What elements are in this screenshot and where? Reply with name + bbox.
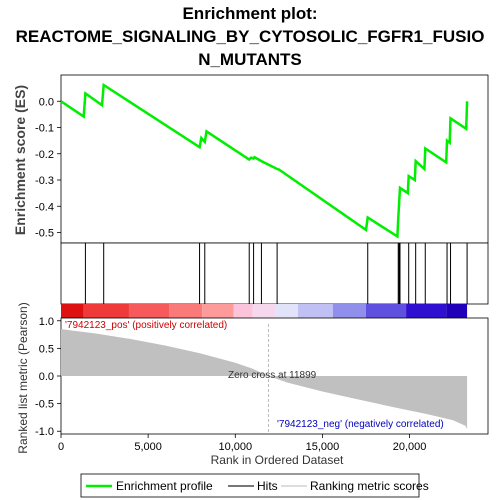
color-bar-segment xyxy=(253,304,276,318)
es-y-tick-label: -0.1 xyxy=(35,123,54,135)
color-bar-segment xyxy=(202,304,233,318)
neg-correlated-label: '7942123_neg' (negatively correlated) xyxy=(277,419,444,430)
chart-title-line-3: N_MUTANTS xyxy=(198,50,302,69)
legend-label-enrichment-profile: Enrichment profile xyxy=(116,479,213,493)
color-bar-segment xyxy=(446,304,467,318)
legend-label-hits: Hits xyxy=(257,479,278,493)
chart-title-line-2: REACTOME_SIGNALING_BY_CYTOSOLIC_FGFR1_FU… xyxy=(16,27,485,46)
es-y-tick-label: -0.3 xyxy=(35,175,54,187)
color-bar-segment xyxy=(275,304,298,318)
x-axis-label: Rank in Ordered Dataset xyxy=(211,453,344,467)
color-bar-segment xyxy=(298,304,333,318)
x-tick-label: 10,000 xyxy=(218,441,252,453)
ranked-y-tick-label: -0.5 xyxy=(35,399,54,411)
ranked-y-tick-label: 0.5 xyxy=(39,343,54,355)
color-bar-segment xyxy=(84,304,129,318)
color-bar-segment xyxy=(366,304,406,318)
es-y-axis-label: Enrichment score (ES) xyxy=(12,85,28,235)
color-bar-segment xyxy=(61,304,84,318)
color-bar-segment xyxy=(333,304,366,318)
color-bar-segment xyxy=(234,304,253,318)
pos-correlated-label: '7942123_pos' (positively correlated) xyxy=(65,320,227,331)
hits-panel-frame xyxy=(61,243,488,304)
zero-cross-label: Zero cross at 11899 xyxy=(228,370,317,381)
es-y-tick-label: -0.2 xyxy=(35,149,54,161)
ranked-y-tick-label: -1.0 xyxy=(35,426,54,438)
color-bar-segment xyxy=(129,304,169,318)
es-y-tick-label: 0.0 xyxy=(39,96,54,108)
x-tick-label: 15,000 xyxy=(306,441,340,453)
ranked-y-axis-label: Ranked list metric (Pearson) xyxy=(16,302,30,453)
legend-label-ranking-metric: Ranking metric scores xyxy=(310,479,429,493)
es-y-tick-label: -0.4 xyxy=(35,201,54,213)
es-y-tick-label: -0.5 xyxy=(35,228,54,240)
x-tick-label: 5,000 xyxy=(134,441,162,453)
ranked-y-tick-label: 1.0 xyxy=(39,316,54,328)
color-bar-segment xyxy=(406,304,446,318)
x-tick-label: 0 xyxy=(58,441,64,453)
chart-title-line-1: Enrichment plot: xyxy=(182,4,317,23)
ranking-color-bar xyxy=(61,304,467,318)
color-bar-segment xyxy=(169,304,202,318)
x-tick-label: 20,000 xyxy=(393,441,427,453)
ranked-y-tick-label: 0.0 xyxy=(39,371,54,383)
